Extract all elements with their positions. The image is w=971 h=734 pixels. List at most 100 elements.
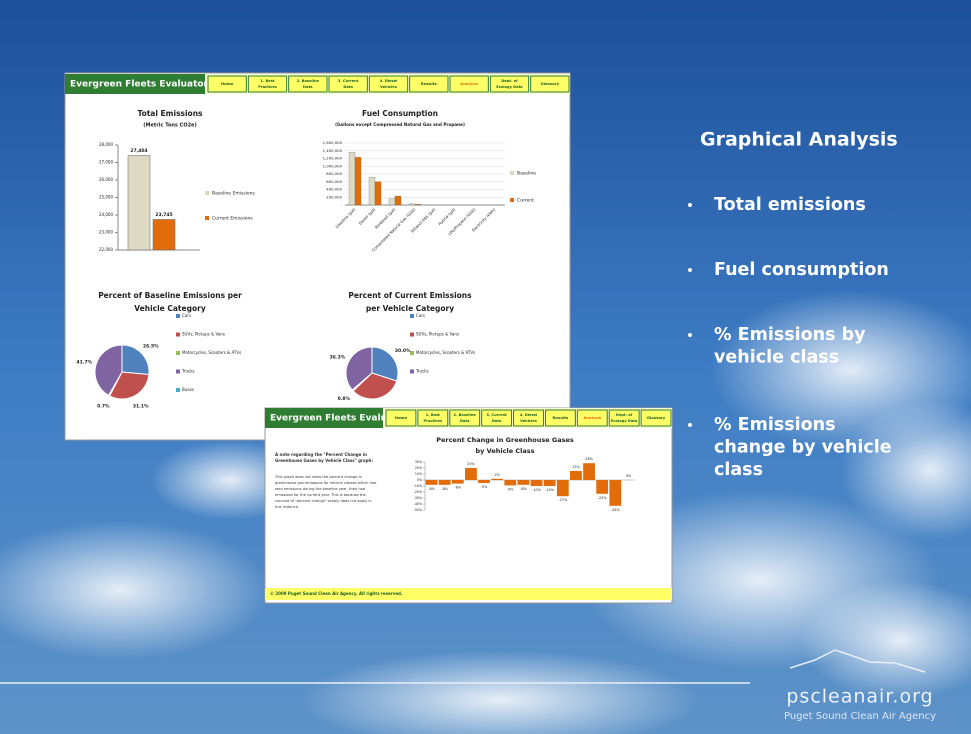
- data-label: -10%: [545, 488, 555, 492]
- y-tick-label: 1,200,000: [323, 156, 343, 161]
- chart-title: Percent Change in Greenhouse Gases: [436, 436, 574, 444]
- data-label: 23,745: [155, 212, 172, 218]
- legend-label: Trucks: [181, 369, 195, 374]
- data-label: -5%: [481, 485, 488, 489]
- bullet-text: change by vehicle: [714, 438, 892, 458]
- data-label: 0.7%: [97, 404, 110, 410]
- data-label: 36.3%: [330, 355, 346, 361]
- bar: [389, 199, 395, 205]
- y-tick-label: 30%: [415, 460, 422, 464]
- nav-tab-label: Home: [395, 415, 408, 420]
- legend-label: Baseline Emissions: [212, 191, 256, 197]
- y-tick-label: 600,000: [326, 179, 342, 184]
- data-label: -8%: [428, 487, 435, 491]
- bar: [596, 480, 608, 494]
- bullet-text: class: [714, 460, 763, 480]
- legend-swatch: [176, 314, 180, 318]
- y-tick-label: 28,000: [99, 142, 113, 147]
- y-tick-label: 400,000: [326, 187, 342, 192]
- data-label: -10%: [532, 488, 542, 492]
- bar: [415, 204, 421, 205]
- y-tick-label: 27,000: [99, 160, 113, 165]
- legend-swatch: [410, 370, 414, 374]
- bullet-text: Total emissions: [714, 195, 866, 215]
- legend-label: SUVs, Pickups & Vans: [416, 332, 459, 337]
- bullet-dot: [688, 268, 692, 272]
- data-label: -23%: [598, 496, 608, 500]
- legend-label: Trucks: [415, 369, 429, 374]
- bullet-dot: [688, 423, 692, 427]
- slide: Evergreen Fleets EvaluatorHome1. BestPra…: [0, 0, 971, 734]
- bullet-dot: [688, 203, 692, 207]
- bar: [518, 480, 530, 485]
- page: { "slide": { "title": "Graphical Analysi…: [0, 0, 971, 734]
- legend-swatch: [410, 333, 414, 337]
- logo-tagline: Puget Sound Clean Air Agency: [784, 711, 936, 722]
- y-tick-label: 24,000: [99, 212, 113, 217]
- data-label: -43%: [611, 508, 621, 512]
- bar: [465, 468, 477, 480]
- legend-label: Current Emissions: [212, 216, 253, 222]
- chart-subtitle: (Metric Tons CO2e): [143, 123, 196, 129]
- y-tick-label: -40%: [414, 502, 422, 506]
- logo-name: pscleanair.org: [786, 686, 933, 708]
- legend-label: Motorcycles, Scooters & ATVs: [182, 350, 241, 355]
- legend-swatch: [205, 191, 209, 195]
- y-tick-label: 1,400,000: [323, 148, 343, 153]
- data-label: 31.1%: [133, 404, 149, 410]
- legend-label: Baseline: [517, 171, 536, 177]
- nav-tab-label: Home: [221, 81, 234, 86]
- y-tick-label: 1,000,000: [323, 163, 343, 168]
- legend-swatch: [205, 216, 209, 220]
- bar: [583, 463, 595, 480]
- bar: [491, 479, 503, 480]
- y-tick-label: -50%: [414, 508, 422, 512]
- nav-tab-label: Analysis: [460, 81, 479, 86]
- chart-title: Percent of Baseline Emissions per: [98, 291, 242, 300]
- y-tick-label: -10%: [414, 484, 422, 488]
- app-title: Evergreen Fleets Evaluator: [70, 80, 209, 90]
- bar: [609, 480, 621, 506]
- legend-label: SUVs, Pickups & Vans: [182, 332, 225, 337]
- bar: [557, 480, 569, 496]
- bar: [369, 177, 375, 205]
- y-tick-label: -30%: [414, 496, 422, 500]
- bar: [375, 182, 381, 205]
- bullet-dot: [688, 333, 692, 337]
- chart-subtitle: (Gallons except Compressed Natural Gas a…: [335, 122, 465, 127]
- y-tick-label: 0%: [417, 478, 422, 482]
- legend-swatch: [410, 314, 414, 318]
- legend-label: Motorcycles, Scooters & ATVs: [416, 350, 475, 355]
- bar: [349, 152, 355, 205]
- data-label: -9%: [507, 487, 514, 491]
- data-label: 26.5%: [143, 343, 159, 349]
- y-tick-label: 22,000: [99, 247, 113, 252]
- bar: [531, 480, 543, 486]
- nav-tab-label: Analysis: [583, 415, 602, 420]
- chart-title: Percent of Current Emissions: [348, 291, 472, 300]
- data-label: 41.7%: [77, 359, 93, 365]
- bar: [478, 480, 490, 483]
- legend-swatch: [176, 333, 180, 337]
- chart-title: Fuel Consumption: [362, 109, 438, 118]
- data-label: 27,404: [130, 148, 147, 154]
- data-label: -8%: [520, 487, 527, 491]
- bar: [395, 196, 401, 205]
- nav-tab-label: Glossary: [647, 415, 666, 420]
- y-tick-label: 23,000: [99, 230, 113, 235]
- y-tick-label: 1,600,000: [323, 140, 343, 145]
- data-label: 20%: [467, 462, 475, 466]
- chart-title: Vehicle Category: [134, 304, 206, 313]
- y-tick-label: 26,000: [99, 177, 113, 182]
- data-label: -6%: [455, 486, 462, 490]
- y-tick-label: 800,000: [326, 171, 342, 176]
- legend-swatch: [510, 171, 514, 175]
- bar: [544, 480, 556, 486]
- y-tick-label: 20%: [415, 466, 422, 470]
- data-label: 0%: [626, 474, 632, 478]
- bar: [153, 219, 175, 250]
- data-label: 28%: [585, 457, 593, 461]
- footer-text: © 2009 Puget Sound Clean Air Agency. All…: [270, 591, 403, 596]
- legend-label: Buses: [182, 387, 194, 392]
